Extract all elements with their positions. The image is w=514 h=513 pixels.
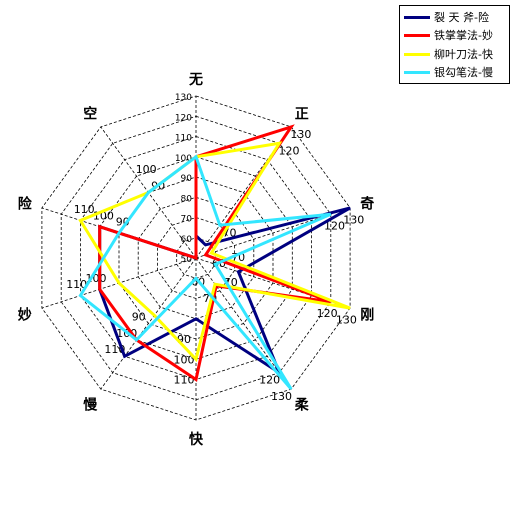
- axis-label: 空: [83, 105, 97, 122]
- legend-label: 柳叶刀法-快: [434, 48, 493, 61]
- axis-tick-label: 130: [336, 314, 357, 327]
- ring-tick-label: 130: [175, 93, 192, 103]
- axis-label: 妙: [18, 307, 32, 324]
- axis-tick-label: 100: [136, 163, 157, 176]
- legend-swatch: [404, 52, 430, 56]
- legend-item: 裂 天 斧-险: [404, 9, 489, 25]
- axis-label: 险: [18, 195, 33, 212]
- axis-tick-label: 130: [343, 213, 364, 226]
- legend-swatch: [404, 70, 430, 74]
- axis-tick-label: 120: [324, 220, 345, 233]
- chart-legend: 裂 天 斧-险 铁掌掌法-妙 柳叶刀法-快 银勾笔法-慢: [399, 5, 510, 84]
- axis-label: 柔: [294, 398, 310, 414]
- legend-label: 银勾笔法-慢: [434, 66, 493, 79]
- legend-item: 柳叶刀法-快: [404, 46, 493, 62]
- axis-label: 正: [295, 106, 309, 122]
- legend-item: 铁掌掌法-妙: [404, 27, 493, 43]
- axis-label: 刚: [360, 308, 374, 324]
- ring-tick-label: 70: [181, 215, 193, 225]
- axis-tick-label: 130: [271, 390, 292, 403]
- axis-tick-label: 100: [174, 353, 195, 366]
- ring-tick-label: 120: [175, 113, 192, 123]
- series-line: [78, 141, 351, 363]
- axis-tick-label: 120: [317, 307, 338, 320]
- axis-tick-label: 100: [86, 272, 107, 285]
- axis-tick-label: 130: [290, 128, 311, 141]
- legend-swatch: [404, 33, 430, 37]
- axis-label: 慢: [83, 397, 98, 414]
- ring-tick-label: 100: [175, 154, 192, 164]
- grid-ring: [60, 115, 332, 401]
- axis-tick-label: 110: [66, 278, 87, 291]
- legend-item: 银勾笔法-慢: [404, 64, 493, 80]
- axis-tick-label: 120: [259, 374, 280, 387]
- ring-tick-label: 90: [181, 174, 193, 184]
- legend-label: 裂 天 斧-险: [434, 11, 489, 24]
- axis-label: 无: [188, 72, 203, 88]
- axis-label: 快: [189, 431, 204, 448]
- series-line: [78, 154, 332, 391]
- series-line: [98, 124, 332, 382]
- axis-label: 奇: [360, 195, 374, 212]
- legend-label: 铁掌掌法-妙: [434, 29, 493, 42]
- ring-tick-label: 50: [181, 255, 193, 265]
- grid-spoke: [100, 257, 197, 390]
- ring-tick-label: 110: [175, 134, 192, 144]
- axis-tick-label: 110: [74, 203, 95, 216]
- legend-swatch: [404, 15, 430, 19]
- ring-tick-label: 60: [181, 235, 193, 245]
- grid-spoke: [195, 257, 292, 390]
- ring-tick-label: 80: [181, 194, 193, 204]
- axis-tick-label: 90: [132, 311, 146, 324]
- axis-tick-label: 120: [279, 144, 300, 157]
